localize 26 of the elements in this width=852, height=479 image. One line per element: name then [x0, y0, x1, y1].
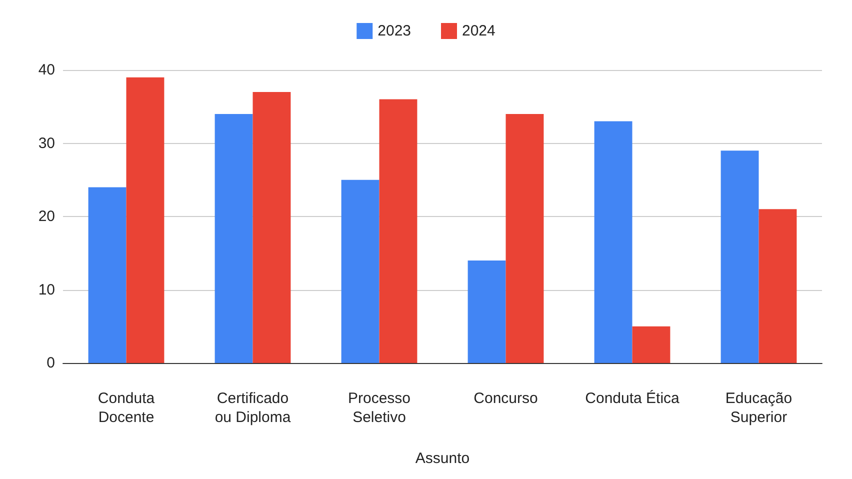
y-tick-label: 30: [38, 134, 55, 152]
legend-label: 2023: [378, 22, 412, 40]
bar: [632, 326, 670, 363]
x-tick-label: Certificado ou Diploma: [214, 390, 292, 426]
x-tick-label: Processo Seletivo: [348, 390, 411, 426]
y-tick-label: 40: [38, 62, 55, 78]
bar: [594, 121, 632, 363]
x-tick-label: Conduta Docente: [98, 390, 156, 426]
bar: [252, 92, 291, 363]
bar: [126, 77, 164, 363]
legend-label: 2024: [462, 22, 496, 40]
x-tick-label: Conduta Ética: [585, 389, 680, 407]
bar: [341, 180, 380, 363]
bar: [720, 150, 759, 363]
x-tick-label: Concurso: [474, 390, 538, 407]
y-tick-label: 20: [38, 208, 55, 225]
y-tick-label: 10: [38, 281, 55, 298]
bar: [214, 114, 253, 363]
x-tick-label: Educação Superior: [725, 390, 792, 426]
bar: [506, 114, 544, 363]
bar: [379, 99, 418, 363]
bar: [88, 187, 126, 363]
bar: [468, 260, 506, 363]
x-axis-title: Assunto: [415, 450, 470, 467]
y-tick-label: 0: [46, 354, 55, 372]
bar: [758, 209, 797, 363]
